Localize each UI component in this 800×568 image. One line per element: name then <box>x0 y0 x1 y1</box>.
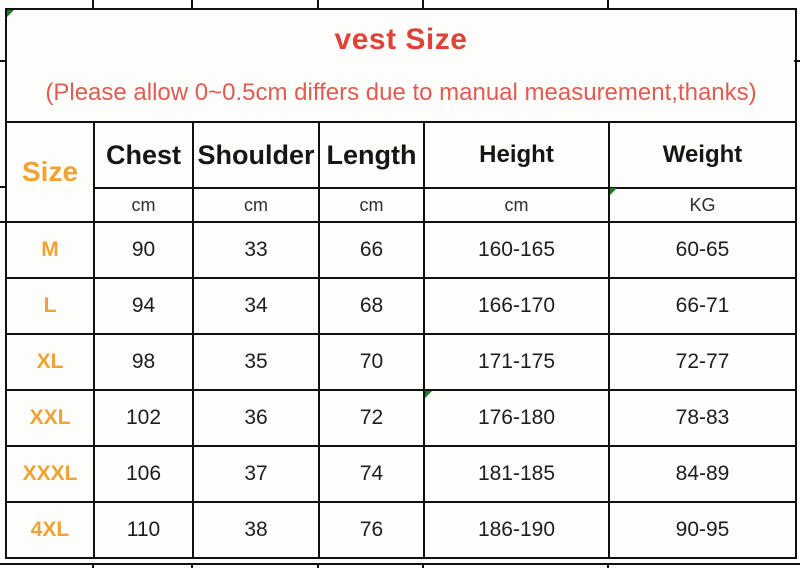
height-value: 171-175 <box>423 333 610 391</box>
length-value: 66 <box>318 221 425 279</box>
size-chart-table: vest Size (Please allow 0~0.5cm differs … <box>4 8 798 559</box>
gridline-tick <box>317 0 319 9</box>
weight-value: 66-71 <box>607 277 798 335</box>
table-row-xxl: XXL 102 36 72 176-180 78-83 <box>5 389 798 447</box>
spreadsheet-corner-marker-icon <box>425 391 432 398</box>
shoulder-value: 38 <box>192 501 320 559</box>
table-row-m: M 90 33 66 160-165 60-65 <box>5 221 798 279</box>
table-row-4xl: 4XL 110 38 76 186-190 90-95 <box>5 501 798 559</box>
gridline-tick <box>317 563 319 568</box>
table-row-l: L 94 34 68 166-170 66-71 <box>5 277 798 335</box>
gridline-bottom <box>0 563 800 565</box>
spreadsheet-corner-marker-icon <box>7 10 14 17</box>
size-label: XXXL <box>5 445 95 503</box>
spreadsheet-corner-marker-icon <box>610 188 617 195</box>
gridline-tick <box>0 186 6 188</box>
height-value: 160-165 <box>423 221 610 279</box>
gridline-tick <box>0 60 6 62</box>
table-row-xl: XL 98 35 70 171-175 72-77 <box>5 333 798 391</box>
unit-cell-shoulder: cm <box>192 187 320 223</box>
gridline-tick <box>92 563 94 568</box>
size-label: XL <box>5 333 95 391</box>
shoulder-value: 33 <box>192 221 320 279</box>
weight-value: 84-89 <box>607 445 798 503</box>
column-header-chest: Chest <box>93 121 194 189</box>
length-value: 70 <box>318 333 425 391</box>
chest-value: 110 <box>93 501 194 559</box>
gridline-tick <box>92 0 94 9</box>
column-header-weight: Weight <box>607 121 798 189</box>
chest-value: 98 <box>93 333 194 391</box>
column-header-length: Length <box>318 121 425 189</box>
column-header-size: Size <box>5 121 95 223</box>
gridline-tick <box>191 563 193 568</box>
chest-value: 102 <box>93 389 194 447</box>
height-value: 181-185 <box>423 445 610 503</box>
gridline-tick <box>0 221 6 223</box>
chart-title: vest Size <box>334 22 468 56</box>
gridline-tick <box>794 60 800 62</box>
table-row-xxxl: XXXL 106 37 74 181-185 84-89 <box>5 445 798 503</box>
unit-cell-length: cm <box>318 187 425 223</box>
weight-value: 60-65 <box>607 221 798 279</box>
shoulder-value: 35 <box>192 333 320 391</box>
length-value: 68 <box>318 277 425 335</box>
weight-value: 72-77 <box>607 333 798 391</box>
unit-cell-weight: KG <box>607 187 798 223</box>
size-label: L <box>5 277 95 335</box>
height-value: 166-170 <box>423 277 610 335</box>
gridline-tick <box>607 563 609 568</box>
unit-cell-height: cm <box>423 187 610 223</box>
chest-value: 106 <box>93 445 194 503</box>
title-cell: vest Size (Please allow 0~0.5cm differs … <box>4 8 798 123</box>
weight-value: 78-83 <box>607 389 798 447</box>
chest-value: 94 <box>93 277 194 335</box>
length-value: 74 <box>318 445 425 503</box>
gridline-tick <box>607 0 609 9</box>
shoulder-value: 34 <box>192 277 320 335</box>
shoulder-value: 37 <box>192 445 320 503</box>
size-label: M <box>5 221 95 279</box>
units-row: cm cm cm cm KG <box>6 187 798 223</box>
size-label: 4XL <box>5 501 95 559</box>
gridline-tick <box>422 563 424 568</box>
unit-cell-chest: cm <box>93 187 194 223</box>
column-header-height: Height <box>423 121 610 189</box>
length-value: 76 <box>318 501 425 559</box>
weight-value: 90-95 <box>607 501 798 559</box>
height-value: 176-180 <box>423 389 610 447</box>
size-label: XXL <box>5 389 95 447</box>
length-value: 72 <box>318 389 425 447</box>
header-row: Size Chest Shoulder Length Height Weight <box>5 121 798 223</box>
chest-value: 90 <box>93 221 194 279</box>
chart-subtitle: (Please allow 0~0.5cm differs due to man… <box>45 78 757 106</box>
gridline-tick <box>191 0 193 9</box>
height-value: 186-190 <box>423 501 610 559</box>
column-header-shoulder: Shoulder <box>192 121 320 189</box>
gridline-tick <box>422 0 424 9</box>
title-row: vest Size (Please allow 0~0.5cm differs … <box>4 8 798 123</box>
shoulder-value: 36 <box>192 389 320 447</box>
